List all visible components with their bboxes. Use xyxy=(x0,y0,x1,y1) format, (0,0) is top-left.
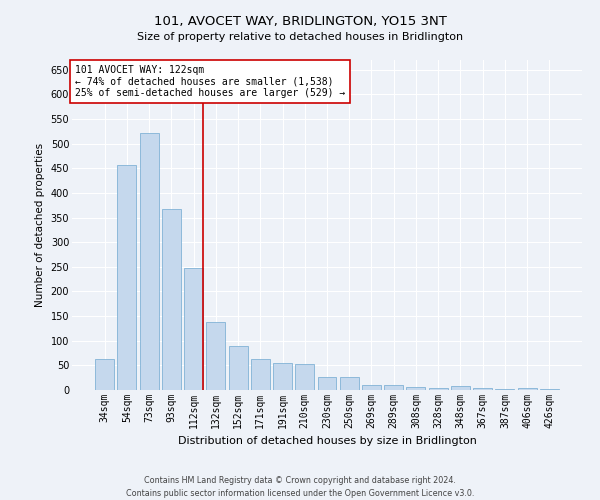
Bar xyxy=(473,388,492,390)
Bar xyxy=(406,387,425,390)
Bar xyxy=(317,377,337,390)
Bar xyxy=(362,384,381,390)
Bar xyxy=(451,386,470,390)
Bar xyxy=(496,388,514,390)
Bar xyxy=(340,377,359,390)
Bar xyxy=(518,388,536,390)
Bar xyxy=(384,384,403,390)
Y-axis label: Number of detached properties: Number of detached properties xyxy=(35,143,45,307)
X-axis label: Distribution of detached houses by size in Bridlington: Distribution of detached houses by size … xyxy=(178,436,476,446)
Bar xyxy=(95,360,114,390)
Bar xyxy=(140,133,158,390)
Bar xyxy=(162,208,181,390)
Text: 101, AVOCET WAY, BRIDLINGTON, YO15 3NT: 101, AVOCET WAY, BRIDLINGTON, YO15 3NT xyxy=(154,15,446,28)
Bar xyxy=(184,268,203,390)
Bar xyxy=(118,166,136,390)
Bar xyxy=(540,388,559,390)
Bar xyxy=(429,388,448,390)
Text: Contains HM Land Registry data © Crown copyright and database right 2024.
Contai: Contains HM Land Registry data © Crown c… xyxy=(126,476,474,498)
Bar xyxy=(206,322,225,390)
Bar xyxy=(273,363,292,390)
Text: 101 AVOCET WAY: 122sqm
← 74% of detached houses are smaller (1,538)
25% of semi-: 101 AVOCET WAY: 122sqm ← 74% of detached… xyxy=(74,65,345,98)
Bar xyxy=(251,360,270,390)
Text: Size of property relative to detached houses in Bridlington: Size of property relative to detached ho… xyxy=(137,32,463,42)
Bar xyxy=(229,346,248,390)
Bar xyxy=(295,364,314,390)
